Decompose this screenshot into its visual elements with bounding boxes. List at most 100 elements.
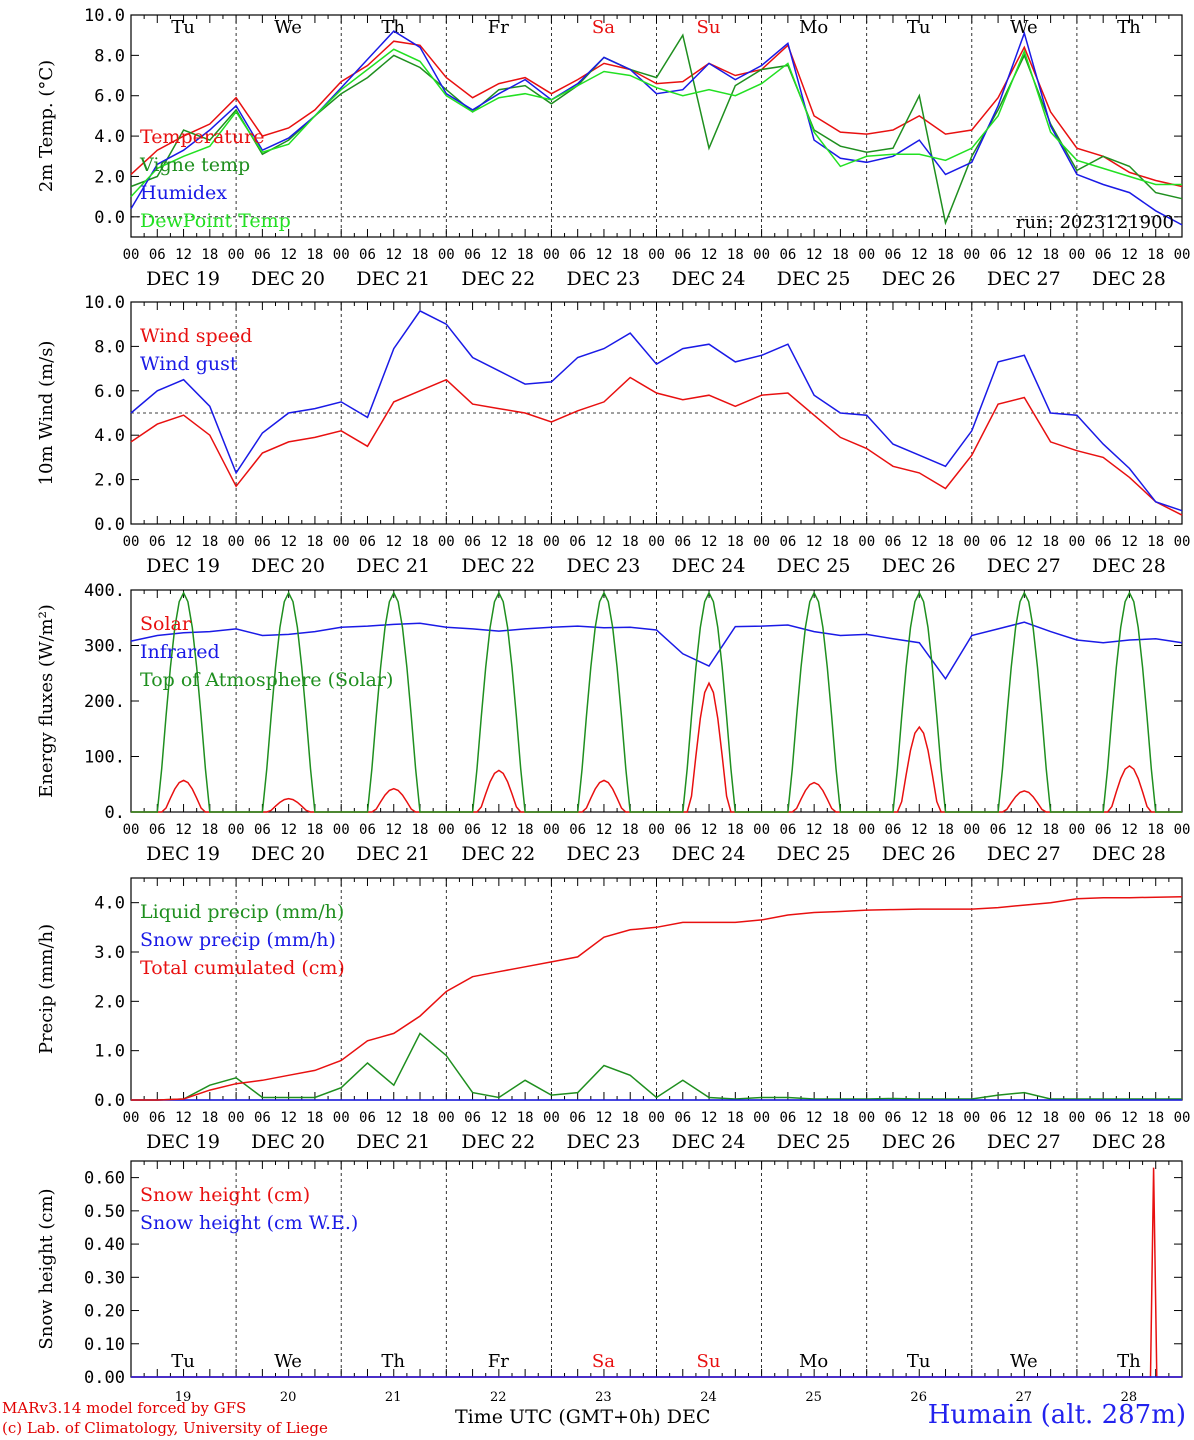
- x-hour-label: 12: [175, 1110, 192, 1126]
- y-tick-label: 8.0: [94, 337, 125, 357]
- x-hour-label: 06: [149, 822, 166, 838]
- weekday-label: Th: [1117, 1351, 1141, 1372]
- x-hour-label: 18: [832, 822, 849, 838]
- x-hour-label: 12: [701, 247, 718, 263]
- x-hour-label: 06: [779, 534, 796, 550]
- x-hour-label: 06: [674, 1110, 691, 1126]
- y-tick-label: 0.00: [84, 1368, 125, 1388]
- x-hour-label: 18: [1147, 1110, 1164, 1126]
- x-date-label: DEC 20: [251, 843, 325, 865]
- x-hour-label: 12: [1016, 247, 1033, 263]
- x-hour-label: 00: [963, 247, 980, 263]
- x-hour-label: 18: [1147, 247, 1164, 263]
- y-tick-label: 400.: [84, 581, 125, 601]
- x-hour-label: 12: [385, 822, 402, 838]
- y-tick-label: 200.: [84, 692, 125, 712]
- x-hour-label: 06: [779, 247, 796, 263]
- y-tick-label: 300.: [84, 637, 125, 657]
- x-hour-label: 00: [543, 822, 560, 838]
- x-hour-label: 00: [963, 1110, 980, 1126]
- x-hour-label: 12: [596, 822, 613, 838]
- x-date-label: DEC 22: [461, 1131, 535, 1153]
- series-line: [130, 621, 1183, 681]
- x-hour-label: 00: [543, 1110, 560, 1126]
- weekday-label: We: [1010, 1351, 1038, 1372]
- weekday-label: Mo: [799, 1351, 828, 1372]
- y-tick-label: 0.: [105, 803, 125, 823]
- x-hour-label: 12: [1121, 247, 1138, 263]
- x-hour-label: 18: [201, 247, 218, 263]
- x-hour-label: 12: [806, 1110, 823, 1126]
- x-hour-label: 06: [990, 247, 1007, 263]
- x-date-label: DEC 28: [1092, 1131, 1166, 1153]
- x-hour-label: 18: [937, 534, 954, 550]
- x-hour-label: 06: [464, 1110, 481, 1126]
- x-hour-label: 06: [254, 247, 271, 263]
- y-axis-label: 10m Wind (m/s): [36, 341, 57, 486]
- series-line: [130, 48, 1182, 198]
- legend-entry: Infrared: [140, 641, 220, 663]
- x-hour-label: 00: [648, 1110, 665, 1126]
- legend-entry: Solar: [140, 613, 192, 635]
- legend-entry: Top of Atmosphere (Solar): [140, 669, 393, 691]
- x-date-label: DEC 19: [146, 1131, 220, 1153]
- x-hour-label: 00: [1068, 247, 1085, 263]
- x-hour-label: 12: [1016, 1110, 1033, 1126]
- y-tick-label: 2.0: [94, 992, 125, 1012]
- x-hour-label: 12: [280, 822, 297, 838]
- x-date-label: DEC 20: [251, 1131, 325, 1153]
- y-tick-label: 100.: [84, 748, 125, 768]
- series-line: [130, 30, 1183, 226]
- x-date-label: DEC 27: [987, 555, 1061, 577]
- weekday-label: Tu: [171, 17, 195, 38]
- legend-entry: Wind speed: [140, 325, 252, 347]
- month-label: DEC: [666, 1406, 711, 1428]
- y-tick-label: 0.0: [94, 208, 125, 228]
- x-hour-label: 12: [806, 822, 823, 838]
- x-hour-label: 00: [123, 822, 140, 838]
- y-tick-label: 0.40: [84, 1235, 125, 1255]
- legend-entry: Wind gust: [140, 353, 238, 375]
- y-axis-label: 2m Temp. (°C): [36, 60, 57, 192]
- weekday-label: We: [1010, 17, 1038, 38]
- x-hour-label: 00: [963, 822, 980, 838]
- weekday-label: Th: [1117, 17, 1141, 38]
- x-day-number: 23: [595, 1390, 612, 1405]
- x-date-label: DEC 26: [882, 843, 956, 865]
- y-tick-label: 10.0: [84, 6, 125, 26]
- chart-panel-2: 0.0 2.0 4.0 6.0 8.0 10.0 10m Wind (m/s) 00 06 12 1…: [36, 293, 1190, 577]
- x-hour-label: 00: [1174, 247, 1191, 263]
- x-hour-label: 18: [306, 247, 323, 263]
- x-hour-label: 12: [175, 247, 192, 263]
- x-hour-label: 18: [412, 247, 429, 263]
- x-hour-label: 18: [1147, 822, 1164, 838]
- x-date-label: DEC 27: [987, 1131, 1061, 1153]
- station-name: Humain (alt. 287m): [927, 1400, 1186, 1430]
- x-date-label: DEC 28: [1092, 555, 1166, 577]
- x-hour-label: 00: [648, 534, 665, 550]
- x-hour-label: 06: [569, 247, 586, 263]
- x-day-number: 20: [280, 1390, 297, 1405]
- x-hour-label: 00: [1174, 822, 1191, 838]
- y-tick-label: 0.30: [84, 1268, 125, 1288]
- x-hour-label: 18: [517, 247, 534, 263]
- x-hour-label: 12: [596, 1110, 613, 1126]
- x-hour-label: 12: [1016, 534, 1033, 550]
- x-hour-label: 18: [412, 534, 429, 550]
- x-hour-label: 18: [306, 534, 323, 550]
- x-hour-label: 00: [123, 534, 140, 550]
- x-hour-label: 00: [333, 1110, 350, 1126]
- x-hour-label: 06: [359, 247, 376, 263]
- legend-entry: DewPoint Temp: [140, 210, 291, 232]
- y-tick-label: 2.0: [94, 167, 125, 187]
- x-hour-label: 06: [359, 534, 376, 550]
- x-hour-label: 00: [333, 822, 350, 838]
- weekday-label: Th: [381, 1351, 405, 1372]
- x-hour-label: 00: [438, 1110, 455, 1126]
- x-hour-label: 06: [990, 822, 1007, 838]
- x-day-number: 24: [700, 1390, 717, 1405]
- chart-panel-1: 0.0 2.0 4.0 6.0 8.0 10.0 2m Temp. (°C) 00 06 12 18…: [36, 6, 1190, 290]
- x-hour-label: 06: [1095, 534, 1112, 550]
- x-hour-label: 00: [858, 1110, 875, 1126]
- chart-panel-3: 0. 100. 200. 300. 400. Energy fluxes (W/m²) 00…: [36, 581, 1190, 865]
